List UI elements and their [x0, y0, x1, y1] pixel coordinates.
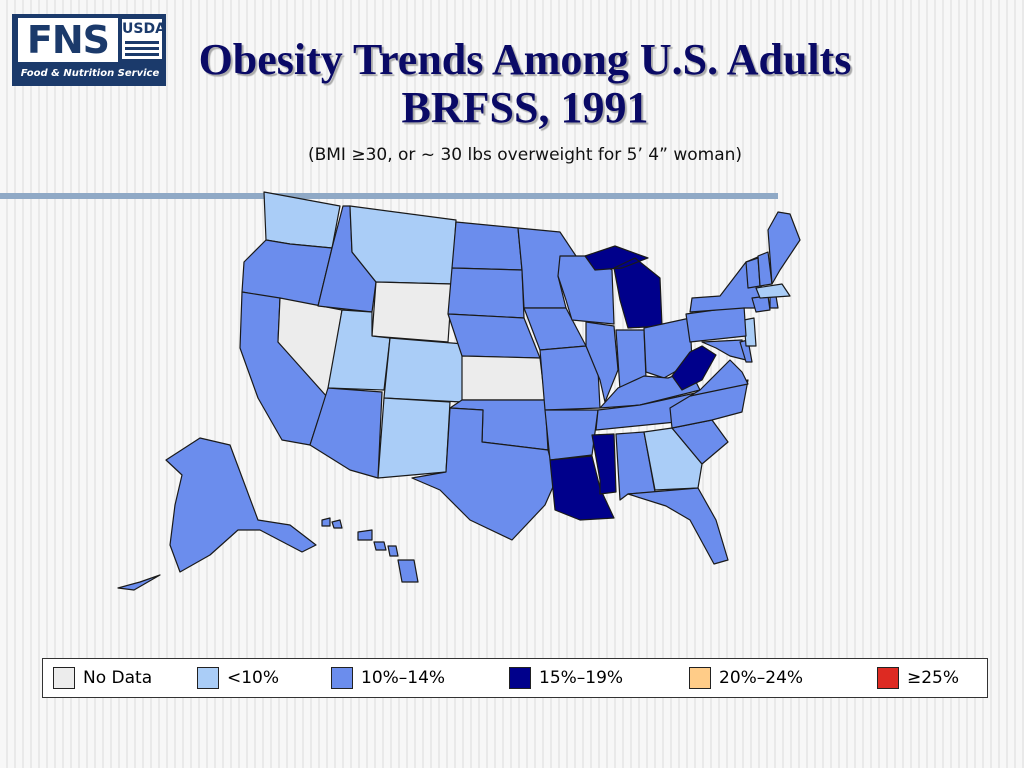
title-line-1: Obesity Trends Among U.S. Adults [198, 35, 852, 84]
state-mo [539, 345, 601, 411]
state-mn [517, 227, 581, 309]
state-nj [743, 317, 757, 347]
map-legend: No Data <10% 10%–14% 15%–19% 20%–24% ≥25% [42, 658, 988, 698]
page-subtitle: (BMI ≥30, or ~ 30 lbs overweight for 5’ … [307, 145, 743, 165]
state-ga [643, 427, 703, 491]
title-line-2: BRFSS, 1991 [401, 83, 649, 132]
legend-swatch [689, 667, 711, 689]
state-nd [451, 221, 523, 271]
state-fl [627, 487, 729, 565]
state-ar [544, 409, 599, 461]
state-me [767, 211, 801, 285]
usda-mark: USDA [122, 19, 166, 59]
state-ne [447, 313, 541, 359]
state-ms [591, 433, 617, 495]
state-wa [263, 191, 341, 249]
page-title: Obesity Trends Among U.S. Adults BRFSS, … [160, 36, 890, 132]
state-ks [461, 355, 546, 401]
legend-label: 15%–19% [539, 668, 624, 688]
logo-tagline: Food & Nutrition Service [20, 68, 160, 79]
legend-swatch [509, 667, 531, 689]
legend-label: 20%–24% [719, 668, 804, 688]
state-va [689, 359, 749, 397]
legend-label: No Data [83, 668, 153, 688]
fns-wordmark: FNS [18, 18, 118, 62]
state-ma [755, 283, 791, 299]
state-co [383, 337, 465, 403]
state-wv [671, 345, 717, 391]
legend-label: <10% [227, 668, 280, 688]
state-la [549, 455, 615, 521]
state-md [701, 339, 747, 361]
state-hi [321, 517, 419, 583]
state-nc [669, 379, 749, 429]
state-tx [411, 407, 557, 541]
state-az [309, 387, 383, 479]
legend-swatch [53, 667, 75, 689]
legend-label: ≥25% [907, 668, 960, 688]
legend-label: 10%–14% [361, 668, 446, 688]
legend-swatch [877, 667, 899, 689]
fns-usda-logo: FNS USDA Food & Nutrition Service [12, 14, 166, 86]
title-divider [0, 193, 778, 199]
usda-wordmark: USDA [122, 21, 166, 37]
state-wy [371, 281, 453, 343]
legend-swatch [197, 667, 219, 689]
state-nm [377, 397, 451, 479]
state-ak [117, 437, 317, 591]
state-sd [447, 267, 525, 319]
legend-swatch [331, 667, 353, 689]
